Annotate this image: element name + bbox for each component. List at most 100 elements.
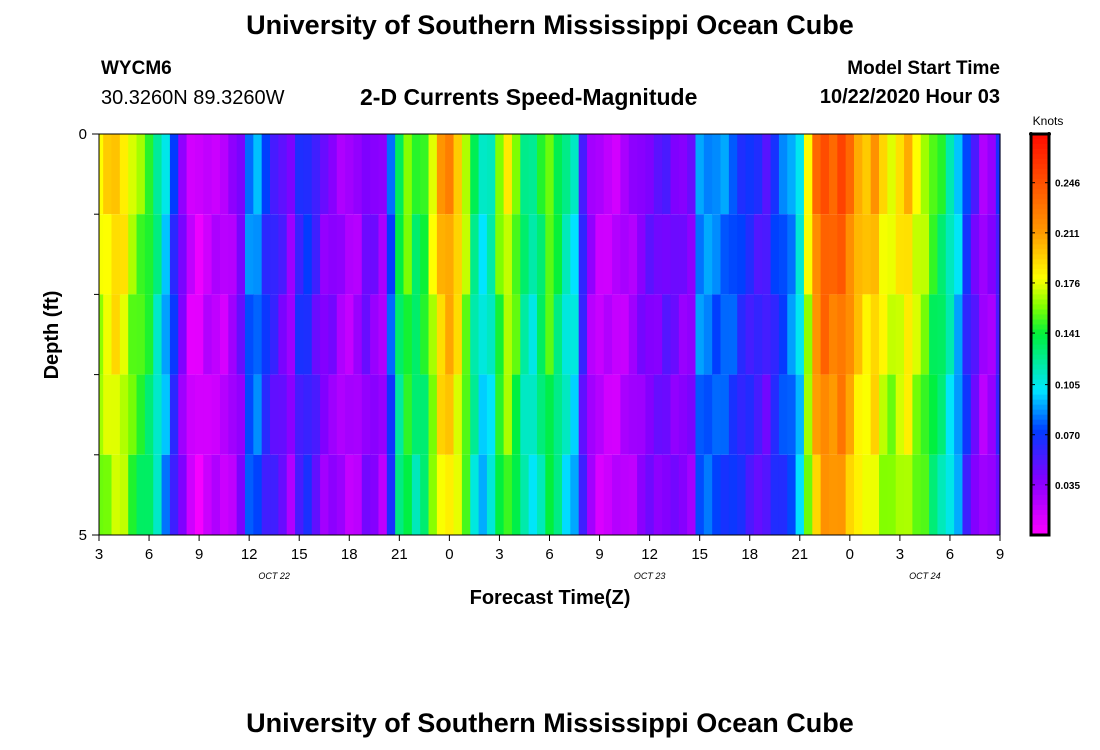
heatmap-cell — [912, 294, 922, 375]
heatmap-cell — [737, 454, 747, 535]
heatmap-cell — [545, 134, 555, 215]
heatmap-cell — [803, 454, 813, 535]
footer-title: University of Southern Mississippi Ocean… — [246, 708, 854, 738]
heatmap-cell — [637, 214, 647, 295]
colorbar-tick-label: 0.211 — [1055, 229, 1080, 240]
heatmap-cell — [336, 454, 346, 535]
heatmap-cell — [370, 294, 380, 375]
heatmap-cell — [837, 214, 847, 295]
heatmap-cell — [995, 374, 1001, 455]
heatmap-cell — [128, 134, 138, 215]
heatmap-cell — [286, 134, 296, 215]
heatmap-cell — [670, 374, 680, 455]
x-tick-label: 9 — [195, 546, 203, 563]
colorbar-segment — [1031, 344, 1049, 351]
heatmap-cell — [536, 454, 546, 535]
heatmap-cell — [603, 294, 613, 375]
heatmap-cell — [253, 294, 263, 375]
heatmap-cell — [670, 214, 680, 295]
heatmap-cell — [545, 214, 555, 295]
heatmap-cell — [945, 454, 955, 535]
heatmap-cell — [478, 374, 488, 455]
heatmap-cell — [628, 294, 638, 375]
x-axis-label: Forecast Time(Z) — [470, 587, 631, 609]
heatmap-cell — [236, 454, 246, 535]
colorbar-segment — [1031, 454, 1049, 461]
heatmap-cell — [511, 214, 521, 295]
heatmap-cell — [929, 454, 939, 535]
station-coordinates: 30.3260N 89.3260W — [101, 87, 285, 109]
heatmap-cell — [295, 294, 304, 375]
heatmap-cell — [169, 134, 179, 215]
heatmap-cell — [253, 454, 263, 535]
heatmap-cell — [854, 134, 863, 215]
colorbar-segment — [1031, 319, 1049, 326]
heatmap-cell — [578, 134, 588, 215]
heatmap-cell — [570, 214, 580, 295]
heatmap-cell — [962, 134, 972, 215]
heatmap-cell — [720, 214, 730, 295]
heatmap-cell — [328, 214, 338, 295]
colorbar-segment — [1031, 439, 1049, 446]
heatmap-cell — [378, 294, 388, 375]
heatmap-cell — [345, 294, 355, 375]
heatmap-cell — [812, 294, 822, 375]
heatmap-cell — [628, 214, 638, 295]
heatmap-cell — [753, 294, 763, 375]
colorbar-segment — [1031, 329, 1049, 336]
heatmap-cell — [111, 374, 121, 455]
heatmap-cell — [962, 214, 972, 295]
colorbar-segment — [1031, 404, 1049, 411]
heatmap-cell — [720, 454, 730, 535]
heatmap-cell — [503, 294, 513, 375]
heatmap-cells — [99, 134, 1001, 535]
heatmap-cell — [178, 214, 188, 295]
heatmap-cell — [979, 294, 989, 375]
colorbar: 0.246 0.211 0.176 0.141 0.105 0.070 0.035 — [1029, 132, 1080, 537]
heatmap-cell — [795, 454, 805, 535]
heatmap-cell — [320, 294, 330, 375]
colorbar-segment — [1031, 139, 1049, 145]
heatmap-cell — [428, 134, 438, 215]
heatmap-cell — [970, 214, 980, 295]
x-tick-label: 12 — [641, 546, 658, 563]
heatmap-cell — [778, 214, 788, 295]
heatmap-cell — [937, 454, 947, 535]
heatmap-cell — [995, 454, 1001, 535]
heatmap-cell — [144, 214, 154, 295]
colorbar-tick-label: 0.141 — [1055, 329, 1080, 340]
heatmap-cell — [745, 454, 755, 535]
heatmap-cell — [119, 374, 129, 455]
heatmap-cell — [470, 134, 480, 215]
heatmap-cell — [937, 134, 947, 215]
heatmap-cell — [395, 214, 405, 295]
heatmap-cell — [962, 454, 972, 535]
heatmap-cell — [895, 454, 905, 535]
colorbar-segment — [1031, 224, 1049, 230]
heatmap-cell — [144, 454, 154, 535]
heatmap-cell — [194, 454, 204, 535]
heatmap-cell — [144, 294, 154, 375]
heatmap-cell — [612, 294, 622, 375]
heatmap-cell — [119, 294, 129, 375]
heatmap-cell — [653, 374, 663, 455]
heatmap-cell — [904, 214, 913, 295]
heatmap-cell — [219, 294, 229, 375]
heatmap-cell — [828, 374, 838, 455]
colorbar-segment — [1031, 479, 1049, 486]
heatmap-cell — [562, 374, 571, 455]
heatmap-cell — [553, 134, 563, 215]
colorbar-segment — [1031, 509, 1049, 516]
heatmap-cell — [286, 374, 296, 455]
heatmap-cell — [520, 214, 530, 295]
heatmap-cell — [286, 454, 296, 535]
heatmap-cell — [470, 214, 480, 295]
heatmap-cell — [295, 214, 304, 295]
heatmap-cell — [845, 134, 855, 215]
heatmap-cell — [662, 134, 672, 215]
heatmap-cell — [645, 214, 655, 295]
heatmap-cell — [562, 214, 571, 295]
heatmap-cell — [820, 214, 830, 295]
colorbar-tick-label: 0.035 — [1055, 481, 1080, 492]
heatmap-cell — [737, 294, 747, 375]
